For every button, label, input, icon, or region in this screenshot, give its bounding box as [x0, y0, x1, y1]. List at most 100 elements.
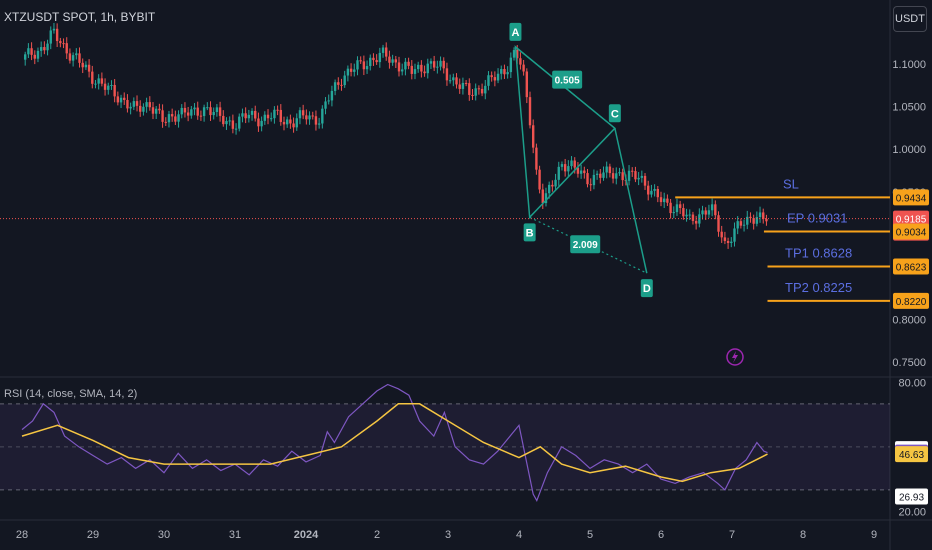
candle-body: [23, 54, 27, 60]
candle-body: [218, 107, 222, 116]
price-axis-mark-label: 0.8220: [896, 297, 927, 308]
rsi-axis-mark-label: 26.93: [899, 492, 924, 503]
candle-body: [627, 170, 631, 181]
candle-body: [557, 166, 560, 180]
candle-body: [123, 97, 126, 100]
candle-body: [512, 50, 516, 58]
candle-body: [254, 110, 257, 119]
candle-body: [234, 128, 238, 130]
rsi-axis-mark: [895, 488, 928, 505]
candle-body: [100, 78, 104, 84]
candle-body: [432, 61, 436, 68]
candle-body: [209, 107, 212, 116]
candle-body: [742, 224, 746, 226]
candle-body: [151, 107, 155, 114]
candle-body: [353, 69, 356, 72]
candle-body: [490, 75, 493, 78]
candle-body: [324, 101, 327, 109]
price-axis-tick: 1.0500: [892, 102, 926, 114]
price-axis-mark: [893, 223, 929, 240]
candle-body: [68, 53, 72, 61]
candle-body: [608, 166, 612, 174]
candle-body: [30, 48, 33, 55]
candle-body: [563, 164, 567, 172]
candle-body: [346, 68, 350, 76]
candle-body: [183, 107, 187, 113]
candle-body: [285, 119, 289, 125]
candle-body: [493, 77, 497, 81]
candle-body: [260, 120, 263, 127]
candle-body: [586, 173, 589, 185]
level-label: SL: [783, 176, 799, 191]
candle-body: [765, 218, 768, 222]
candle-body: [484, 85, 487, 94]
candle-body: [560, 164, 564, 167]
candle-body: [202, 107, 206, 117]
candle-body: [733, 228, 736, 242]
candle-body: [736, 221, 739, 229]
candle-body: [707, 210, 711, 215]
candle-body: [468, 83, 471, 95]
candle-body: [480, 88, 484, 94]
candle-body: [321, 108, 324, 124]
candle-body: [554, 179, 557, 187]
candle-body: [333, 82, 337, 91]
rsi-axis-mark-label: 46.63: [899, 450, 924, 461]
candle-body: [567, 166, 570, 172]
candle-body: [116, 96, 120, 103]
candle-body: [257, 118, 260, 127]
candle-body: [589, 184, 592, 186]
candle-body: [516, 50, 519, 59]
candle-body: [167, 114, 171, 123]
chart-title: XTZUSDT SPOT, 1h, BYBIT: [4, 10, 156, 24]
candle-body: [701, 210, 704, 215]
pattern-point-badge: [509, 22, 522, 41]
candle-body: [474, 88, 477, 96]
candle-body: [139, 105, 142, 112]
candle-body: [541, 189, 544, 204]
candle-body: [49, 30, 52, 44]
candle-body: [263, 114, 267, 121]
candle-body: [643, 175, 647, 186]
lightning-bolt-icon: [732, 351, 738, 363]
candle-body: [372, 57, 375, 61]
candle-body: [119, 97, 123, 103]
rsi-axis-mark: [895, 446, 928, 463]
price-axis-mark: [893, 292, 929, 309]
time-axis-tick: 8: [800, 529, 806, 541]
candle-body: [369, 57, 372, 67]
candle-body: [455, 77, 458, 85]
candle-body: [36, 50, 40, 59]
candle-body: [87, 64, 91, 72]
candle-body: [33, 54, 36, 59]
candle-body: [65, 43, 68, 54]
candle-body: [343, 75, 346, 86]
candle-body: [46, 43, 49, 51]
candle-body: [126, 99, 129, 109]
lightning-icon[interactable]: [726, 348, 744, 366]
candle-body: [365, 66, 369, 70]
time-axis-tick: 31: [229, 529, 241, 541]
candle-body: [477, 88, 481, 90]
candle-body: [749, 216, 752, 219]
candle-body: [97, 78, 100, 84]
candle-body: [362, 61, 366, 70]
pattern-point-badge: [608, 104, 621, 123]
candle-body: [682, 208, 685, 217]
candle-body: [691, 214, 695, 221]
candle-body: [199, 115, 203, 117]
candle-body: [81, 62, 84, 68]
candle-body: [244, 113, 247, 119]
candle-body: [375, 60, 378, 63]
candle-body: [509, 57, 513, 73]
time-axis-tick: 5: [587, 529, 593, 541]
currency-button[interactable]: USDT: [893, 6, 927, 32]
candle-body: [381, 47, 385, 53]
candle-body: [583, 170, 586, 174]
candle-body: [266, 114, 270, 119]
level-label: EP 0.9031: [787, 210, 847, 225]
candle-body: [132, 101, 136, 107]
candle-body: [148, 102, 151, 108]
candle-body: [653, 188, 656, 191]
